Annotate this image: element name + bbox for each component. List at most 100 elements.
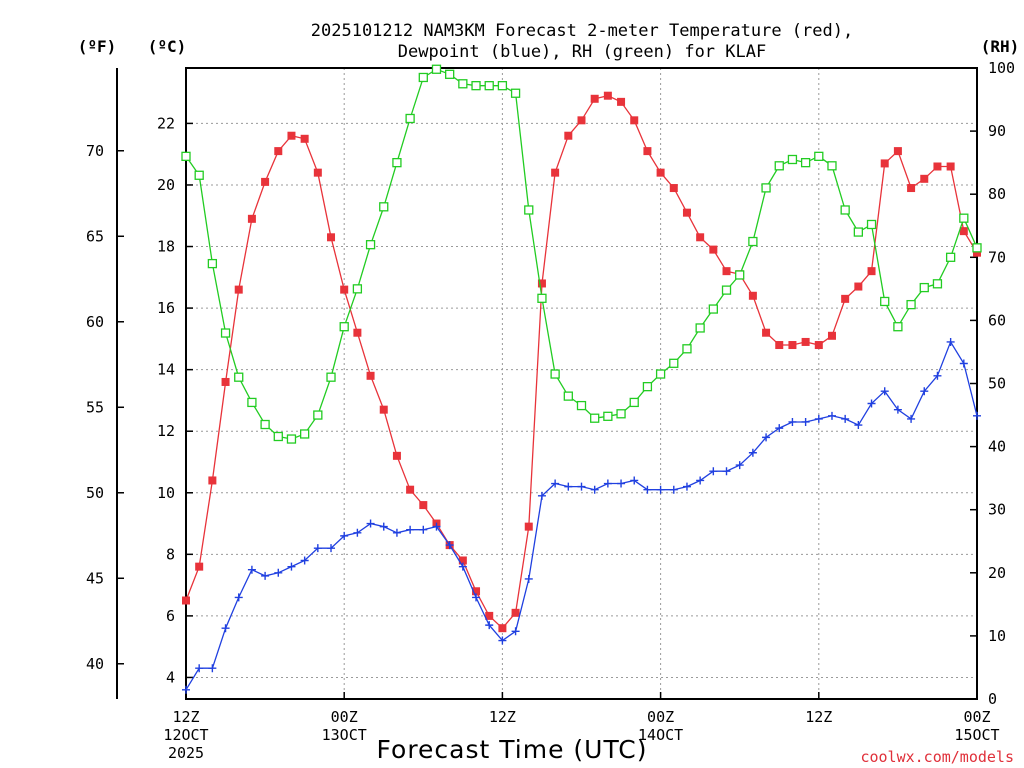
temperature-point bbox=[722, 267, 731, 276]
chart-title-line1: 2025101212 NAM3KM Forecast 2-meter Tempe… bbox=[311, 21, 853, 41]
temperature-point bbox=[775, 341, 784, 350]
x-tick-label-date: 15OCT bbox=[954, 726, 999, 744]
temperature-point bbox=[709, 245, 718, 254]
temperature-point bbox=[366, 371, 375, 380]
rh-point bbox=[286, 434, 297, 444]
rh-point bbox=[220, 328, 231, 338]
temperature-point bbox=[392, 451, 401, 460]
temperature-point bbox=[893, 147, 902, 156]
x-tick-label-time: 12Z bbox=[805, 708, 832, 726]
rh-point bbox=[339, 322, 349, 332]
rh-tick-label: 80 bbox=[988, 185, 1006, 203]
dewpoint-point bbox=[419, 525, 428, 534]
rh-point bbox=[207, 258, 218, 269]
rh-point bbox=[800, 157, 811, 168]
series-temperature bbox=[182, 91, 981, 633]
rh-point bbox=[458, 79, 468, 89]
temperature-point bbox=[564, 131, 573, 140]
fahrenheit-tick-label: 50 bbox=[86, 484, 104, 502]
rh-tick-label: 90 bbox=[988, 122, 1006, 140]
temperature-point bbox=[630, 116, 639, 125]
rh-point bbox=[827, 161, 837, 171]
dewpoint-point bbox=[379, 522, 388, 531]
temperature-point bbox=[524, 522, 533, 531]
rh-tick-label: 20 bbox=[988, 564, 1006, 582]
temperature-point bbox=[854, 282, 863, 291]
gridlines bbox=[186, 68, 977, 699]
rh-point bbox=[787, 154, 798, 165]
rh-point bbox=[655, 369, 666, 379]
temperature-point bbox=[814, 341, 823, 350]
dewpoint-point bbox=[234, 593, 243, 602]
temperature-point bbox=[379, 405, 388, 414]
rh-point bbox=[418, 72, 428, 83]
rh-point bbox=[616, 409, 626, 419]
dewpoint-point bbox=[907, 414, 916, 423]
celsius-tick-label: 20 bbox=[157, 176, 175, 194]
temperature-point bbox=[353, 328, 362, 337]
rh-point bbox=[510, 88, 521, 98]
rh-point bbox=[590, 413, 600, 423]
series-dewpoint bbox=[182, 337, 981, 694]
temperature-point bbox=[458, 556, 467, 565]
temperature-point bbox=[617, 97, 626, 106]
temperature-point bbox=[274, 147, 283, 156]
x-tick-label-year: 2025 bbox=[168, 744, 204, 762]
rh-point bbox=[814, 151, 824, 161]
temperature-point bbox=[208, 476, 217, 485]
temperature-point bbox=[234, 285, 243, 294]
rh-point bbox=[959, 213, 969, 223]
temperature-point bbox=[973, 248, 981, 257]
temperature-point bbox=[880, 159, 889, 168]
x-tick-label-time: 00Z bbox=[647, 708, 674, 726]
celsius-tick-label: 14 bbox=[157, 361, 175, 379]
rh-point bbox=[379, 202, 389, 212]
rh-point bbox=[761, 183, 771, 193]
temperature-point bbox=[696, 233, 705, 242]
temperature-point bbox=[669, 184, 678, 193]
dewpoint-point bbox=[762, 433, 771, 442]
dewpoint-point bbox=[669, 485, 678, 494]
temperature-point bbox=[313, 168, 322, 177]
rh-line bbox=[185, 68, 978, 440]
rh-point bbox=[405, 113, 415, 124]
rh-tick-label: 0 bbox=[988, 690, 997, 708]
rh-point bbox=[642, 382, 653, 392]
rh-point bbox=[748, 236, 758, 247]
x-axis-title: Forecast Time (UTC) bbox=[377, 735, 648, 764]
fahrenheit-tick-label: 60 bbox=[86, 313, 104, 331]
temperature-point bbox=[920, 174, 929, 183]
celsius-tick-label: 16 bbox=[157, 299, 175, 317]
rh-point bbox=[365, 240, 376, 250]
x-tick-label-time: 12Z bbox=[172, 708, 199, 726]
temperature-point bbox=[656, 168, 665, 177]
dewpoint-point bbox=[524, 574, 533, 583]
rh-point bbox=[721, 285, 732, 295]
dewpoint-point bbox=[920, 387, 929, 396]
rh-tick-label: 50 bbox=[988, 375, 1006, 393]
temperature-point bbox=[182, 596, 190, 605]
rh-point bbox=[853, 227, 863, 237]
celsius-tick-label: 12 bbox=[157, 422, 175, 440]
dewpoint-point bbox=[458, 562, 467, 571]
rh-tick-label: 30 bbox=[988, 501, 1006, 519]
rh-tick-label: 40 bbox=[988, 438, 1006, 456]
temperature-point bbox=[603, 91, 612, 100]
rh-tick-label: 100 bbox=[988, 59, 1015, 77]
tick-labels: 4 6 8 10 12 14 16 18 20 22 40 45 50 55 60 65 70 0 10 20 30 40… bbox=[86, 59, 1015, 762]
dewpoint-point bbox=[748, 448, 757, 457]
dewpoint-point bbox=[973, 411, 981, 420]
fahrenheit-tick-label: 40 bbox=[86, 655, 104, 673]
dewpoint-point bbox=[511, 627, 520, 636]
fahrenheit-axis-label: (ºF) bbox=[78, 37, 117, 56]
chart-title-line2: Dewpoint (blue), RH (green) for KLAF bbox=[398, 42, 766, 62]
rh-point bbox=[234, 372, 244, 382]
temperature-point bbox=[590, 94, 599, 103]
dewpoint-point bbox=[551, 479, 560, 488]
rh-point bbox=[932, 279, 943, 289]
dewpoint-point bbox=[801, 417, 810, 426]
temperature-point bbox=[867, 267, 876, 276]
temperature-point bbox=[959, 227, 968, 236]
plot-frame bbox=[185, 67, 978, 700]
